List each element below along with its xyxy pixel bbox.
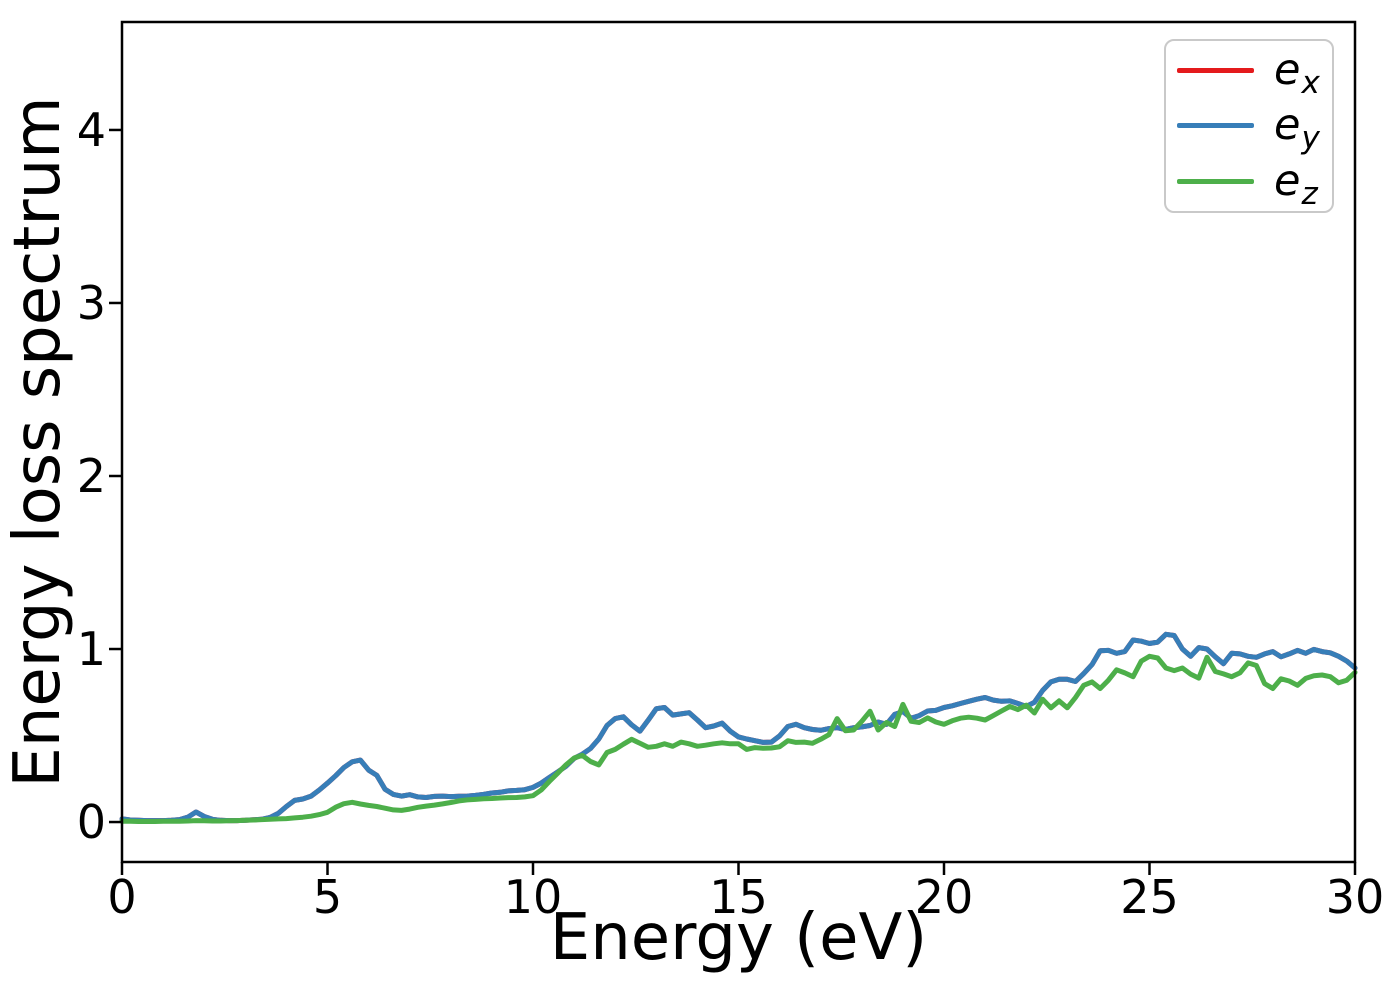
x-axis-label: Energy (eV) (549, 901, 928, 975)
series-line-e_x (119, 631, 1358, 824)
x-tick-label: 30 (1325, 870, 1385, 924)
y-tick-label: 4 (76, 102, 106, 157)
legend-line-ey (1177, 123, 1254, 129)
y-tick-label: 3 (76, 275, 106, 330)
x-tick-label: 20 (914, 870, 974, 924)
x-tick-label: 25 (1120, 870, 1179, 924)
legend-item-ex: ex (1166, 44, 1332, 102)
series-line-e_z (119, 653, 1358, 824)
x-tick-label: 0 (107, 870, 137, 924)
legend-label-ez: ez (1274, 155, 1318, 212)
legend-line-ez (1177, 178, 1254, 184)
y-tick-label: 1 (76, 622, 106, 676)
y-tick-label: 2 (76, 448, 106, 503)
legend-item-ey: ey (1166, 99, 1332, 157)
x-tick-label: 10 (503, 870, 563, 924)
legend: ex ey ez (1164, 39, 1334, 213)
legend-label-ey: ey (1274, 100, 1320, 157)
series-line-e_y (119, 631, 1358, 824)
legend-label-ex: ex (1274, 45, 1320, 102)
x-tick-label: 15 (709, 870, 768, 924)
x-tick-label: 5 (312, 870, 343, 924)
y-axis-label: Energy loss spectrum (1, 96, 75, 788)
y-tick-label: 0 (76, 795, 106, 850)
legend-line-ex (1177, 68, 1254, 74)
legend-item-ez: ez (1166, 154, 1332, 212)
